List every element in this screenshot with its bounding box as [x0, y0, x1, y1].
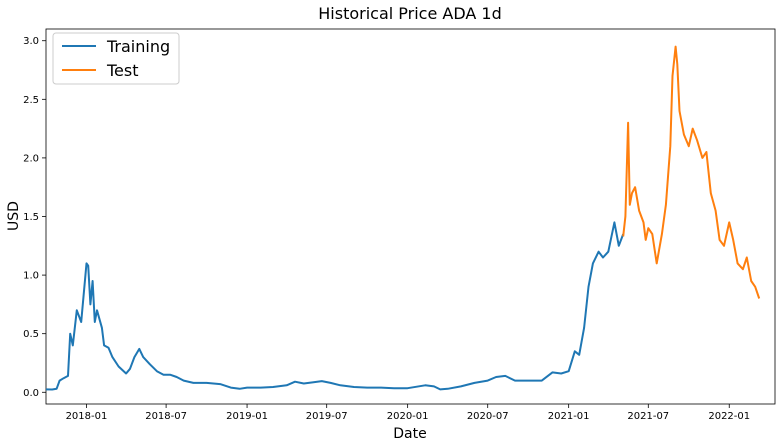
y-tick-label: 1.5 [23, 212, 39, 223]
y-axis-title: USD [6, 201, 22, 231]
x-tick-label: 2021-07 [627, 411, 669, 422]
series-line-test [622, 45, 761, 299]
x-tick-label: 2018-07 [145, 411, 187, 422]
x-tick-label: 2022-01 [708, 411, 750, 422]
x-tick-label: 2019-07 [306, 411, 348, 422]
y-tick-label: 1.0 [23, 271, 39, 282]
y-tick-label: 0.0 [23, 388, 39, 399]
plot-area [45, 28, 776, 405]
y-tick-label: 2.0 [23, 153, 39, 164]
legend-label-test: Test [106, 61, 139, 80]
x-tick-label: 2021-01 [548, 411, 590, 422]
y-tick-label: 0.5 [23, 329, 39, 340]
y-axis: 0.0 0.5 1.0 1.5 2.0 2.5 3.0 [23, 36, 46, 399]
x-axis: 2018-01 2018-07 2019-01 2019-07 2020-01 2020-… [66, 404, 750, 422]
x-tick-label: 2020-07 [467, 411, 509, 422]
legend-label-training: Training [106, 37, 170, 56]
y-tick-label: 3.0 [23, 36, 39, 47]
y-tick-label: 2.5 [23, 95, 39, 106]
series-line-training [45, 221, 625, 391]
x-tick-label: 2020-01 [387, 411, 429, 422]
series-group [45, 45, 761, 391]
plot-frame [45, 28, 776, 405]
x-axis-title: Date [393, 426, 426, 442]
chart-title: Historical Price ADA 1d [318, 4, 502, 23]
legend: Training Test [52, 32, 180, 85]
x-tick-label: 2019-01 [226, 411, 268, 422]
x-tick-label: 2018-01 [66, 411, 108, 422]
